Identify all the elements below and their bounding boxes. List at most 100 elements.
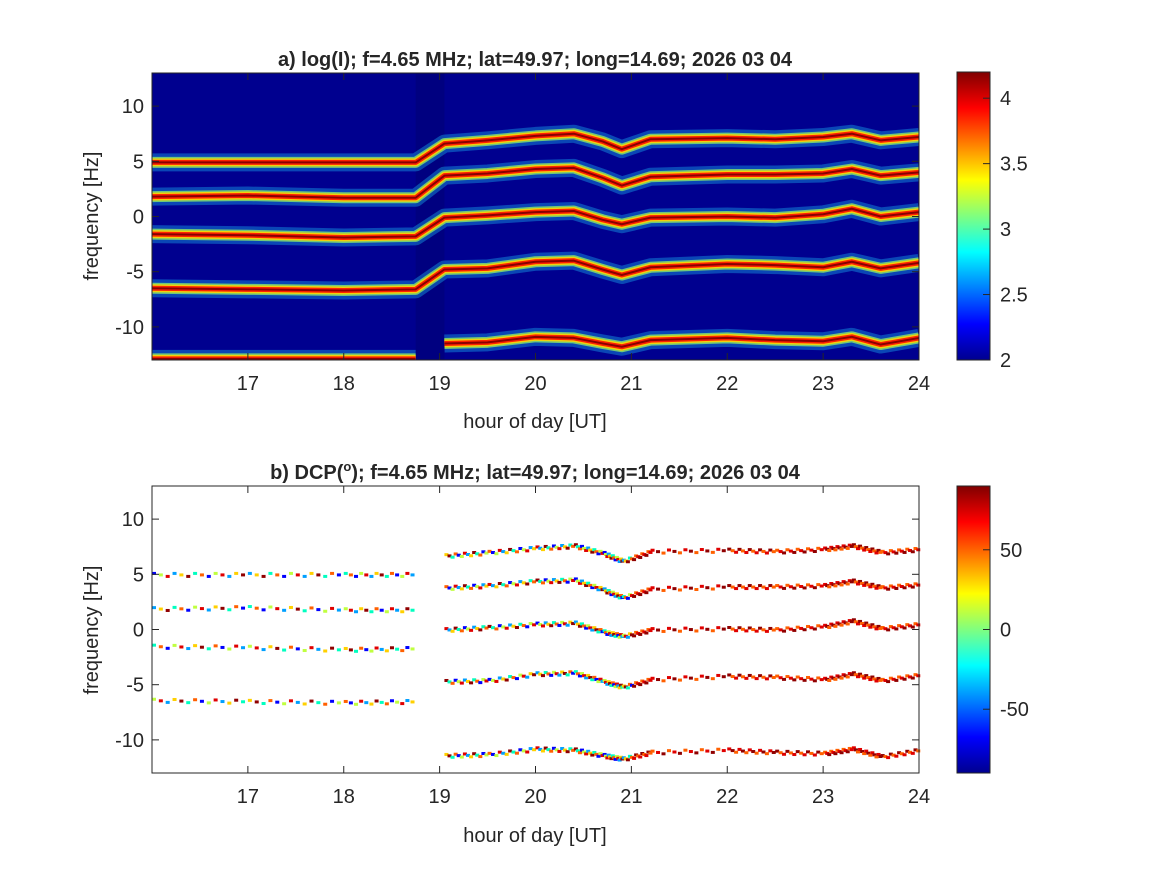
band-4-dcp-point: [518, 673, 523, 677]
band-3-dcp-point: [374, 646, 379, 650]
band-2-dcp-point: [379, 608, 384, 612]
band-1-dcp-point: [490, 551, 495, 555]
band-1-dcp-point: [825, 547, 830, 551]
band-1-dcp-point: [868, 549, 873, 553]
band-4-dcp-point: [565, 673, 570, 677]
band-2-dcp-point: [465, 585, 470, 589]
band-4-dcp-point: [606, 680, 611, 684]
band-4-dcp-point: [609, 683, 614, 687]
band-4-dcp-point: [475, 679, 480, 683]
band-5-dcp-point: [855, 750, 860, 754]
band-4-dcp-point: [560, 670, 565, 674]
band-3-dcp-point: [897, 624, 902, 628]
band-2-dcp-point: [617, 596, 622, 600]
band-1-dcp-point: [656, 550, 661, 554]
band-3-dcp-point: [247, 644, 252, 648]
band-4-dcp-point: [410, 700, 415, 704]
band-2-dcp-point: [632, 594, 637, 598]
band-1-dcp-point: [481, 550, 486, 554]
band-5-dcp-point: [557, 749, 562, 753]
band-3-dcp-point: [288, 645, 293, 649]
band-1-dcp-point: [447, 554, 452, 558]
band-3-dcp-point: [478, 628, 483, 632]
band-5-dcp-point: [841, 747, 846, 751]
band-2-dcp-point: [880, 585, 885, 589]
band-1-dcp-point: [395, 573, 400, 577]
band-2-dcp-point: [487, 582, 492, 586]
band-1-dcp-point: [899, 549, 904, 553]
band-3-dcp-point: [636, 631, 641, 635]
band-1-dcp-point: [158, 573, 163, 577]
band-5-dcp-point: [883, 755, 888, 759]
band-1-dcp-point: [295, 573, 300, 577]
band-5-dcp-point: [580, 748, 585, 752]
band-4-dcp-point: [490, 678, 495, 682]
band-4-dcp-point: [710, 677, 715, 681]
band-5-dcp-point: [886, 756, 891, 760]
band-3-dcp-point: [878, 626, 883, 630]
band-2-dcp-point: [634, 591, 639, 595]
band-2-dcp-point: [827, 585, 832, 589]
band-4-dcp-point: [640, 679, 645, 683]
band-4-dcp-point: [858, 672, 863, 676]
band-5-dcp-point: [514, 751, 519, 755]
band-2-dcp-point: [845, 582, 850, 586]
band-1-dcp-point: [833, 548, 838, 552]
band-3-dcp-point: [602, 629, 607, 633]
band-4-dcp-point: [389, 699, 394, 703]
band-1-dcp-point: [521, 548, 526, 552]
band-2-dcp-point: [806, 583, 811, 587]
band-2-dcp-point: [220, 606, 225, 610]
band-1-dcp-point: [627, 556, 632, 560]
band-5-dcp-point: [562, 748, 567, 752]
band-2-dcp-point: [364, 608, 369, 612]
panel-a-title: a) log(I); f=4.65 MHz; lat=49.97; long=1…: [278, 49, 793, 71]
band-5-dcp-point: [600, 754, 605, 758]
band-5-dcp-point: [538, 747, 543, 751]
band-1-dcp-point: [560, 544, 565, 547]
band-3-dcp-point: [632, 634, 637, 638]
band-1-dcp-point: [605, 555, 610, 559]
panel-a: a) log(I); f=4.65 MHz; lat=49.97; long=1…: [81, 49, 1028, 433]
band-1-dcp-point: [199, 573, 204, 577]
band-1-dcp-point: [837, 546, 842, 550]
band-4-dcp-point: [672, 677, 677, 681]
band-4-dcp-point: [227, 701, 232, 705]
band-2-dcp-point: [193, 605, 198, 609]
band-1-dcp-point: [410, 573, 415, 577]
band-2-dcp-point: [508, 581, 513, 585]
band-5-dcp-point: [688, 750, 693, 754]
band-2-dcp-point: [354, 610, 359, 614]
band-2-dcp-point: [802, 586, 807, 590]
band-3-dcp-point: [688, 628, 693, 632]
band-4-dcp-point: [302, 702, 307, 706]
band-2-dcp-point: [540, 581, 545, 585]
band-3-dcp-point: [727, 626, 732, 629]
band-5-dcp-point: [447, 754, 452, 758]
band-1-dcp-point: [594, 550, 599, 554]
y-tick-label: 10: [122, 509, 144, 531]
band-4-dcp-point: [650, 676, 655, 680]
band-2-dcp-point: [511, 582, 516, 586]
band-5-dcp-point: [532, 748, 537, 752]
band-4-dcp-point: [465, 679, 470, 683]
band-4-dcp-point: [613, 685, 618, 689]
band-5-dcp-point: [677, 751, 682, 755]
band-5-dcp-point: [764, 752, 769, 756]
band-1-dcp-point: [456, 553, 461, 557]
band-5-dcp-point: [484, 753, 489, 757]
band-5-dcp-point: [568, 747, 573, 751]
band-5-dcp-point: [740, 749, 745, 753]
band-2-dcp-point: [410, 608, 415, 612]
band-3-dcp-point: [835, 621, 840, 625]
band-3-dcp-point: [648, 629, 653, 633]
band-4-dcp-point: [395, 700, 400, 704]
band-1-dcp-point: [577, 547, 582, 551]
band-5-dcp-point: [694, 751, 699, 755]
band-5-dcp-point: [588, 751, 593, 755]
band-2-dcp-point: [795, 583, 800, 587]
band-4-dcp-point: [592, 675, 597, 679]
band-2-dcp-point: [549, 581, 554, 585]
band-4-dcp-point: [309, 699, 314, 703]
band-1-dcp-point: [538, 546, 543, 550]
